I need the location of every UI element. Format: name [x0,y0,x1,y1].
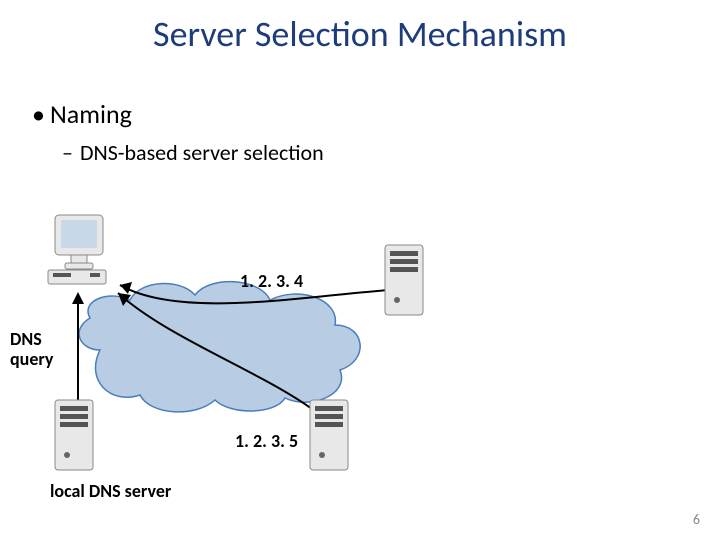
arrow-dns-query [72,292,84,413]
page-number: 6 [693,511,700,528]
label-dns-query-text: DNS query [10,328,53,370]
server-bot-icon [310,400,348,470]
local-dns-icon [55,400,93,470]
label-local-dns: local DNS server [50,480,171,502]
client-pc-icon [48,215,106,284]
bullet-naming: Naming [50,98,132,130]
slide-title: Server Selection Mechanism [0,12,720,56]
bullet-dns-based: DNS-based server selection [80,140,324,166]
label-dns-query: DNS query [10,330,53,370]
label-ip-1: 1. 2. 3. 4 [240,270,303,292]
server-top-icon [385,245,423,315]
label-ip-2: 1. 2. 3. 5 [235,430,298,452]
